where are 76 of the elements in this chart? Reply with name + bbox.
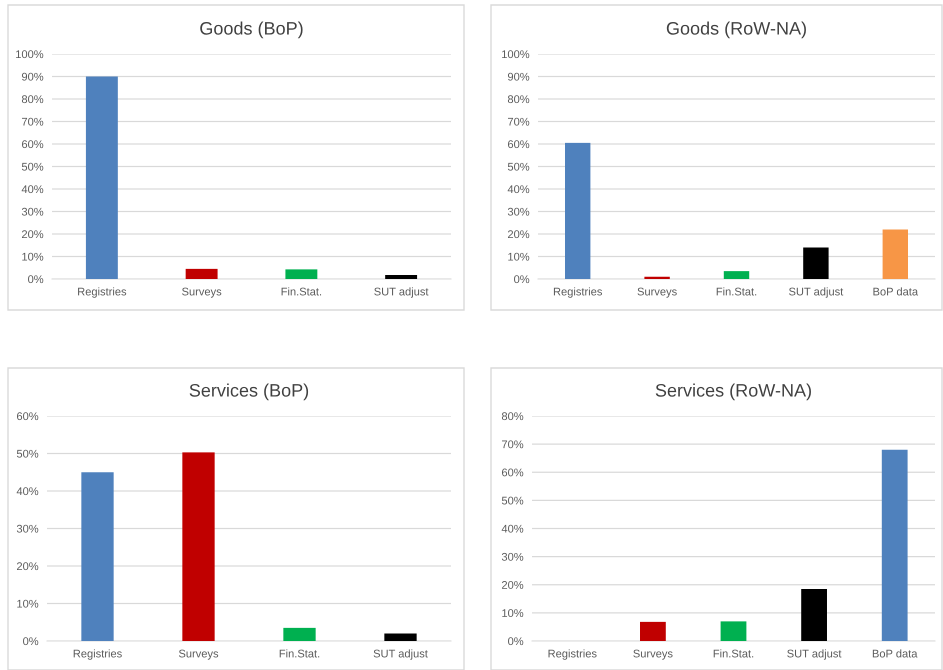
y-tick-label: 0% [28,275,44,284]
y-tick-label: 40% [16,487,38,496]
y-tick-label: 50% [508,162,530,171]
y-tick-label: 70% [502,440,524,448]
x-tick-label: Fin.Stat. [716,287,756,296]
x-tick-label: SUT adjust [787,649,842,660]
y-tick-label: 50% [502,496,524,505]
bar [882,230,908,279]
y-tick-label: 0% [508,637,524,646]
chart-title: Goods (BoP) [200,21,303,38]
x-tick-label: SUT adjust [374,287,428,298]
bar [81,472,114,641]
y-tick-label: 60% [508,140,530,148]
y-tick-label: 70% [508,118,530,126]
chart-title: Goods (RoW-NA) [666,21,806,38]
y-tick-label: 0% [514,275,530,284]
y-tick-label: 60% [16,412,38,420]
x-tick-label: SUT adjust [789,287,844,298]
y-tick-label: 20% [508,230,530,238]
y-tick-label: 100% [16,50,44,58]
x-tick-label: Registries [74,649,122,660]
y-tick-label: 50% [16,450,38,458]
y-tick-label: 70% [22,118,44,126]
chart-title: Services (BoP) [190,383,308,400]
y-tick-label: 0% [23,637,38,646]
x-tick-label: Surveys [182,288,222,298]
bar [724,271,750,279]
y-tick-label: 20% [16,562,38,570]
y-tick-label: 40% [508,185,530,194]
bar [285,269,318,279]
y-tick-label: 40% [22,185,44,194]
x-tick-label: Surveys [638,288,677,298]
y-tick-label: 30% [22,208,44,216]
x-tick-label: Registries [548,649,597,660]
y-tick-label: 10% [508,252,530,261]
y-tick-label: 10% [17,600,38,608]
y-tick-label: 100% [502,50,530,58]
x-tick-label: BoP data [872,649,918,658]
y-tick-label: 10% [502,609,524,618]
x-tick-label: Surveys [633,650,673,660]
x-tick-label: Registries [554,287,602,298]
bar [283,628,316,641]
x-tick-label: BoP data [873,287,918,296]
x-tick-label: Fin.Stat. [280,649,320,658]
y-tick-label: 80% [502,412,524,420]
y-tick-label: 30% [508,208,530,216]
bar [86,76,118,279]
y-tick-label: 50% [22,162,44,171]
bar [564,142,590,279]
bar [803,248,829,279]
bar [186,268,218,279]
bar [882,450,908,641]
y-tick-label: 30% [16,524,38,533]
y-tick-label: 80% [508,95,530,104]
bar [182,452,215,641]
y-tick-label: 60% [22,140,44,148]
y-tick-label: 90% [508,72,530,81]
x-tick-label: SUT adjust [374,649,428,660]
y-tick-label: 20% [22,230,44,238]
bar [801,588,827,641]
y-tick-label: 90% [22,72,44,81]
x-tick-label: Surveys [178,650,218,660]
bar [640,622,666,641]
bar [720,621,746,641]
y-tick-label: 60% [502,468,524,476]
x-tick-label: Registries [78,287,126,298]
y-tick-label: 10% [22,252,44,261]
y-tick-label: 30% [502,552,524,561]
bar [384,634,417,641]
x-tick-label: Fin.Stat. [714,649,754,658]
y-tick-label: 40% [502,524,524,533]
chart-title: Services (RoW-NA) [656,383,811,400]
x-tick-label: Fin.Stat. [282,287,322,296]
y-tick-label: 20% [502,581,524,589]
y-tick-label: 80% [22,95,44,104]
bar [385,274,418,279]
